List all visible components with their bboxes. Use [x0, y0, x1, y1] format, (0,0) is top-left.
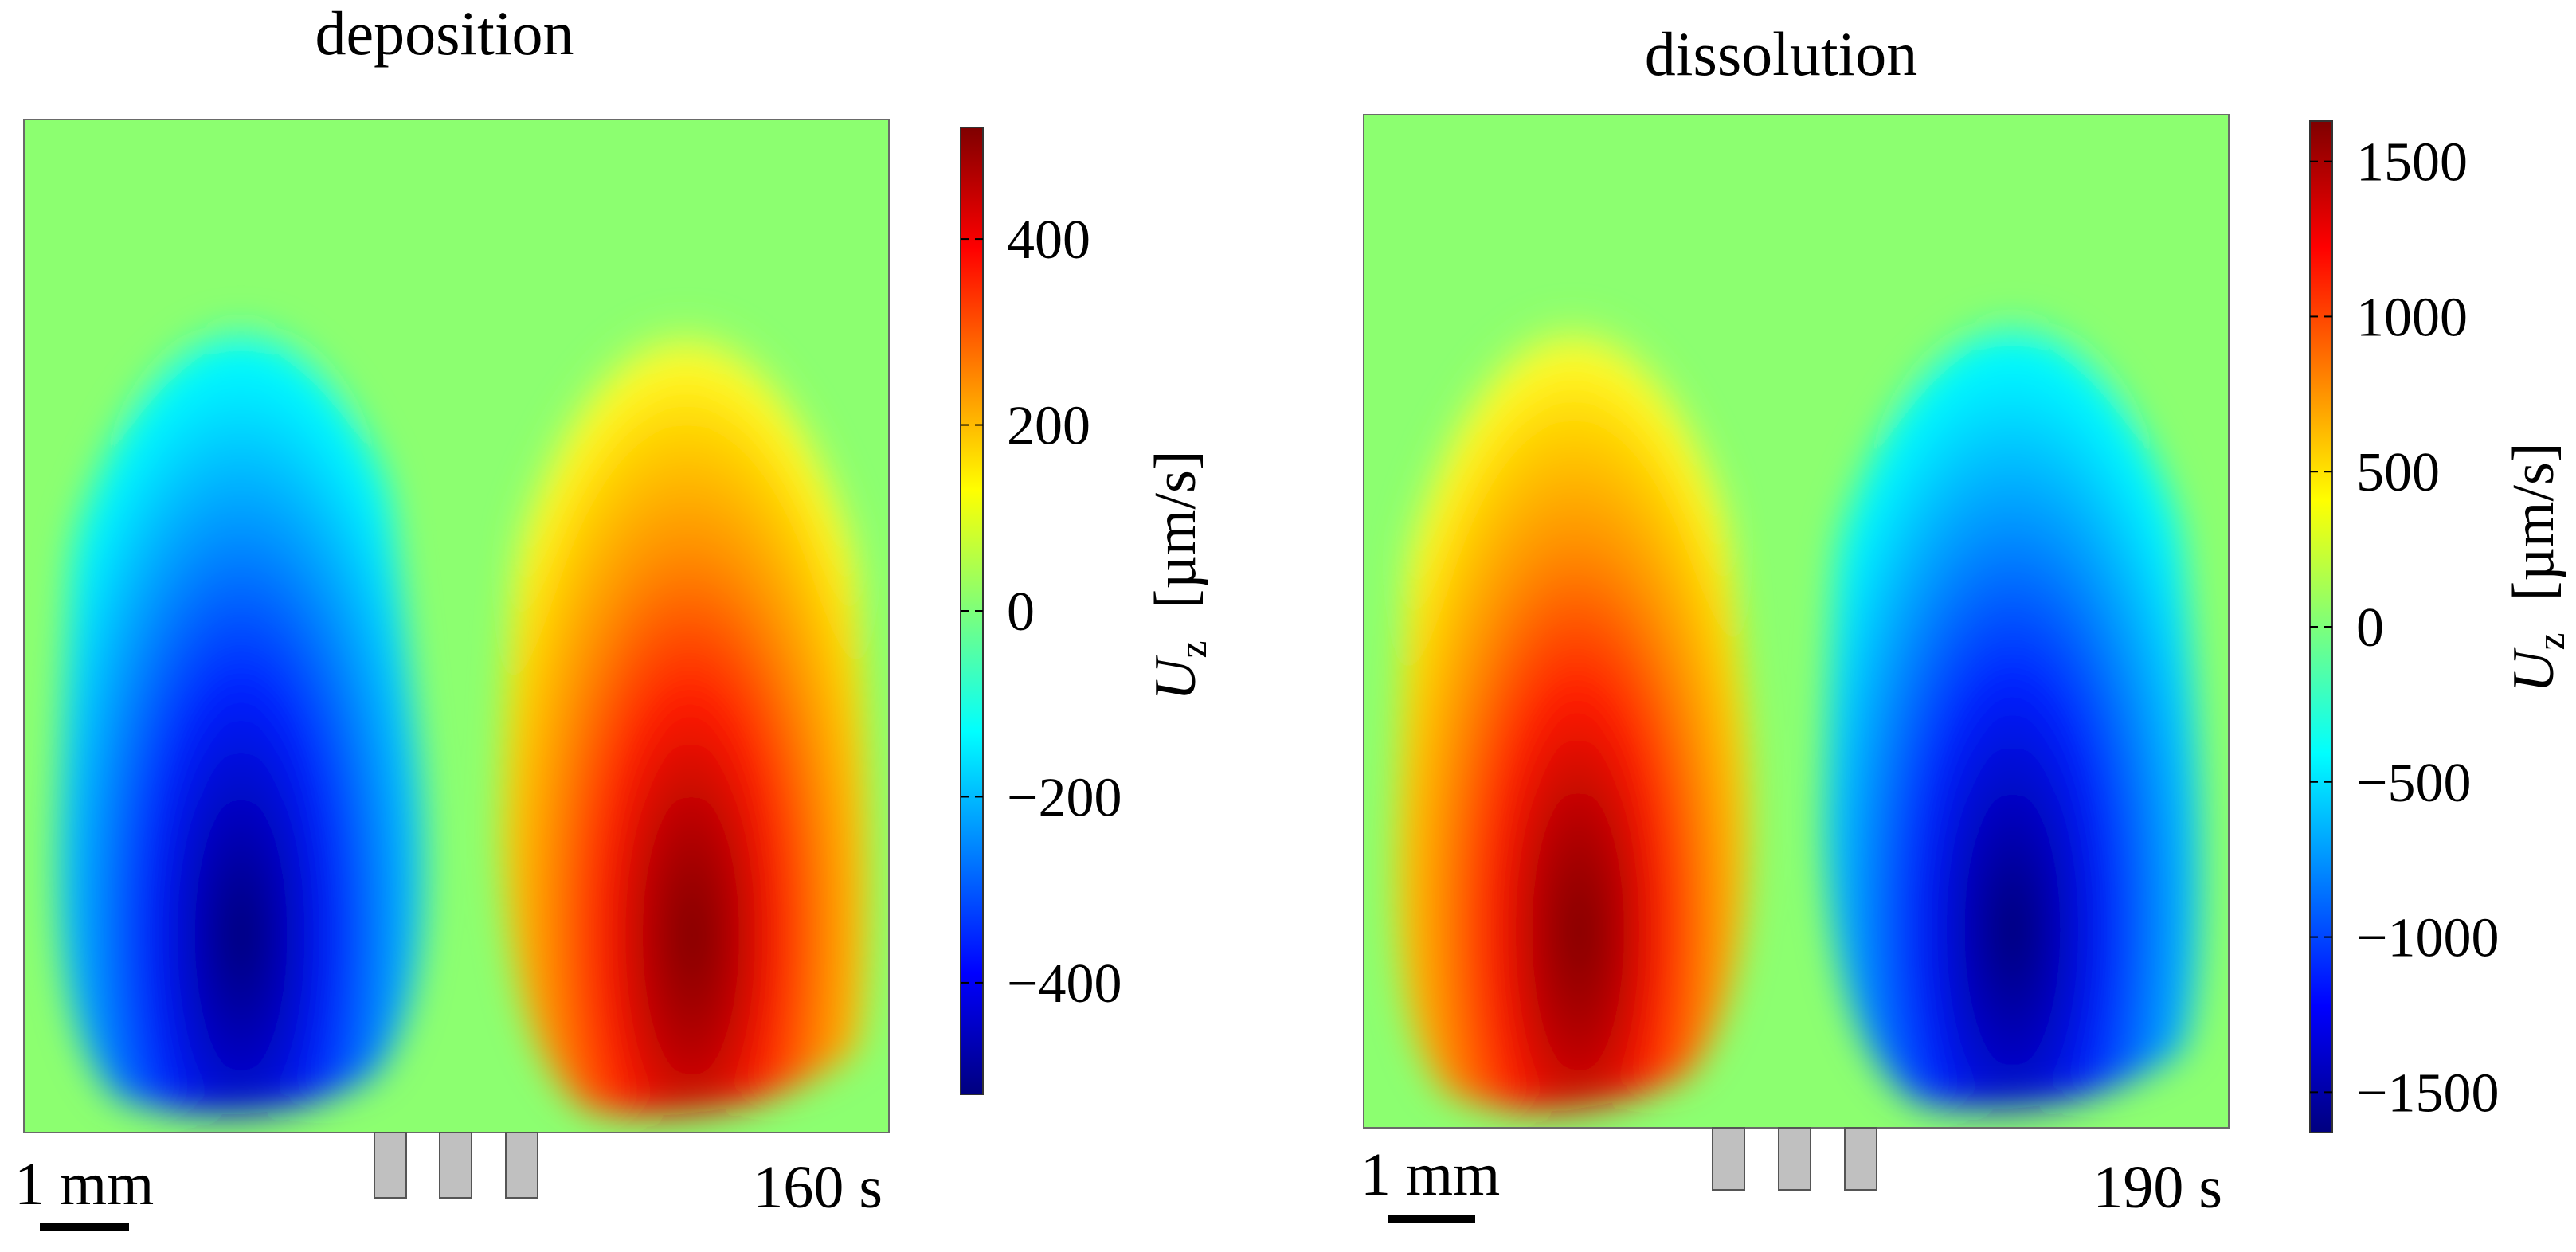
left-colorbar-subscript: z	[1170, 640, 1215, 658]
left-scale-bar-label: 1 mm	[14, 1151, 154, 1218]
right-colorbar-tick-label: 1000	[2356, 287, 2468, 348]
right-positive-vortex	[1396, 115, 1750, 1111]
right-colorbar: −1500 −1000 −500 0 500 1000 1500 Uz [µm/s]	[2309, 120, 2573, 1133]
right-colorbar-units: [µm/s]	[2501, 443, 2566, 601]
right-scale-bar	[1388, 1215, 1475, 1223]
right-colorbar-tick-label: −1000	[2356, 908, 2499, 969]
right-colorbar-tick-label: 500	[2356, 442, 2440, 503]
right-title: dissolution	[1645, 19, 1917, 88]
right-colorbar-tick-label: −1500	[2356, 1062, 2499, 1124]
left-heatmap	[24, 119, 889, 1133]
right-colorbar-tick-label: −500	[2356, 753, 2471, 814]
left-colorbar-label: Uz [µm/s]	[1143, 451, 1215, 702]
left-title: deposition	[315, 0, 574, 68]
right-negative-vortex	[1824, 115, 2201, 1109]
right-colorbar-label: Uz [µm/s]	[2501, 443, 2573, 694]
left-colorbar-tick-label: −400	[1007, 953, 1122, 1015]
left-electrodes	[374, 1132, 538, 1199]
left-colorbar-tick-label: 400	[1007, 209, 1090, 271]
right-time-label: 190 s	[2093, 1154, 2222, 1221]
right-colorbar-tick-label: 0	[2356, 597, 2384, 659]
right-colorbar-symbol: U	[2501, 647, 2566, 693]
left-time-label: 160 s	[753, 1154, 883, 1221]
right-scale-bar-label: 1 mm	[1360, 1141, 1500, 1208]
right-colorbar-tick-label: 1500	[2356, 132, 2468, 194]
left-negative-vortex	[57, 119, 425, 1115]
left-colorbar-tick-label: 0	[1007, 581, 1035, 643]
right-electrodes	[1712, 1127, 1877, 1191]
right-colorbar-subscript: z	[2528, 632, 2573, 650]
left-colorbar-tick-label: −200	[1007, 767, 1122, 828]
left-colorbar: −400 −200 0 200 400 Uz [µm/s]	[960, 127, 1215, 1095]
left-colorbar-symbol: U	[1143, 655, 1208, 701]
left-colorbar-tick-label: 200	[1007, 396, 1090, 457]
left-colorbar-units: [µm/s]	[1143, 451, 1208, 609]
left-positive-vortex	[502, 119, 870, 1115]
right-heatmap	[1364, 115, 2229, 1128]
left-scale-bar	[40, 1223, 129, 1231]
